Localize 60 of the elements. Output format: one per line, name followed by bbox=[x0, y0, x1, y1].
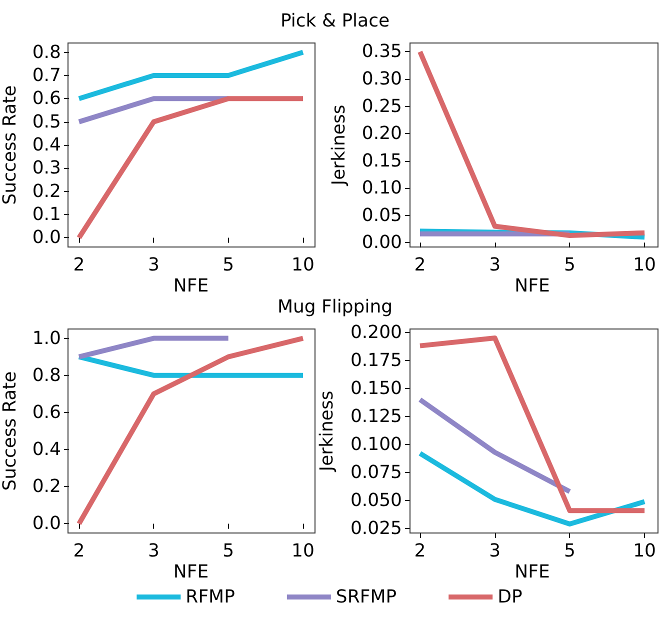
y-tick-label: 0.4 bbox=[32, 439, 61, 460]
y-tick-label: 0.3 bbox=[32, 158, 61, 179]
x-tick-label: 2 bbox=[73, 254, 85, 276]
x-tick-label: 10 bbox=[292, 540, 314, 562]
legend-label: SRFMP bbox=[336, 586, 397, 608]
y-tick-label: 0.4 bbox=[32, 134, 61, 156]
x-tick-label: 5 bbox=[222, 540, 234, 562]
y-tick-label: 0.10 bbox=[362, 178, 402, 199]
y-tick-label: 1.0 bbox=[32, 328, 61, 349]
y-tick-label: 0.35 bbox=[362, 41, 402, 62]
y-tick-label: 0.5 bbox=[32, 111, 61, 132]
x-tick-label: 5 bbox=[564, 254, 576, 276]
x-tick-label: 2 bbox=[414, 540, 426, 562]
x-tick-label: 5 bbox=[222, 254, 234, 276]
x-tick-label: 3 bbox=[148, 254, 160, 276]
x-axis-title: NFE bbox=[514, 276, 550, 296]
y-tick-label: 0.0 bbox=[32, 227, 61, 248]
y-tick-label: 0.125 bbox=[350, 406, 402, 427]
y-tick-label: 0.200 bbox=[350, 322, 402, 343]
y-tick-label: 0.6 bbox=[32, 402, 61, 423]
y-axis-title: Jerkiness bbox=[328, 104, 350, 186]
x-tick-label: 3 bbox=[489, 254, 501, 276]
chart-title: Pick & Place bbox=[280, 10, 390, 32]
y-tick-label: 0.175 bbox=[350, 350, 402, 371]
x-tick-label: 10 bbox=[633, 540, 656, 562]
x-tick-label: 5 bbox=[564, 540, 576, 562]
x-tick-label: 10 bbox=[292, 254, 314, 276]
y-tick-label: 0.20 bbox=[362, 123, 402, 144]
y-tick-label: 0.100 bbox=[350, 434, 402, 455]
legend-label: DP bbox=[498, 586, 522, 608]
y-axis-title: Success Rate bbox=[0, 85, 20, 205]
y-tick-label: 0.0 bbox=[32, 513, 61, 534]
chart-title: Mug Flipping bbox=[277, 296, 393, 318]
x-tick-label: 2 bbox=[414, 254, 426, 276]
y-tick-label: 0.2 bbox=[32, 180, 61, 202]
y-tick-label: 0.150 bbox=[350, 378, 402, 399]
x-axis-title: NFE bbox=[173, 276, 209, 296]
y-tick-label: 0.2 bbox=[32, 476, 61, 498]
y-tick-label: 0.6 bbox=[32, 88, 61, 110]
y-tick-label: 0.025 bbox=[350, 518, 402, 540]
x-tick-label: 10 bbox=[633, 254, 656, 276]
x-axis-title: NFE bbox=[173, 562, 209, 582]
y-tick-label: 0.25 bbox=[362, 96, 402, 117]
x-tick-label: 3 bbox=[148, 540, 160, 562]
x-tick-label: 3 bbox=[489, 540, 501, 562]
y-tick-label: 0.050 bbox=[350, 490, 402, 511]
y-tick-label: 0.1 bbox=[32, 204, 61, 226]
y-tick-label: 0.075 bbox=[350, 462, 402, 483]
y-tick-label: 0.8 bbox=[32, 42, 61, 63]
y-tick-label: 0.7 bbox=[32, 64, 61, 86]
legend-label: RFMP bbox=[186, 586, 236, 608]
x-axis-title: NFE bbox=[514, 562, 550, 582]
y-tick-label: 0.05 bbox=[362, 204, 402, 226]
x-tick-label: 2 bbox=[73, 540, 85, 562]
y-tick-label: 0.30 bbox=[362, 68, 402, 90]
y-axis-title: Success Rate bbox=[0, 371, 20, 491]
y-axis-title: Jerkiness bbox=[316, 390, 338, 472]
y-tick-label: 0.15 bbox=[362, 150, 402, 172]
y-tick-label: 0.00 bbox=[362, 232, 402, 254]
y-tick-label: 0.8 bbox=[32, 364, 61, 386]
